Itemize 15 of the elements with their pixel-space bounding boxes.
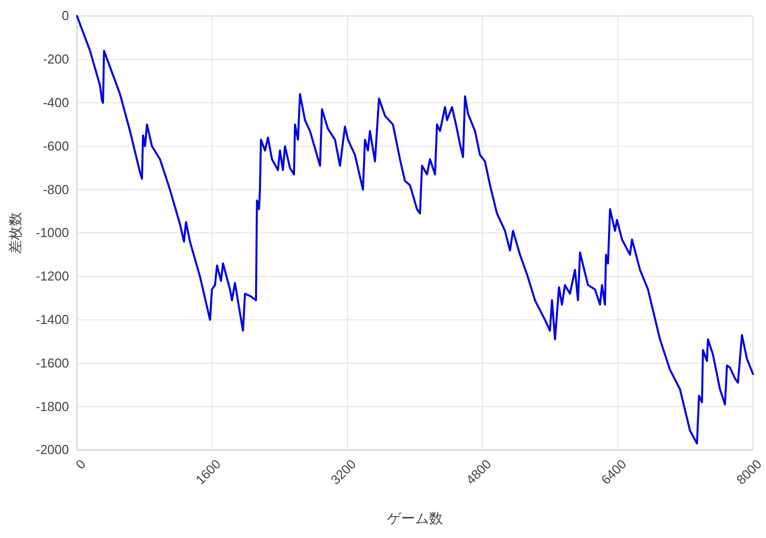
x-axis-title: ゲーム数 bbox=[387, 511, 443, 527]
x-tick-label: 0 bbox=[72, 456, 88, 472]
y-tick-label: -400 bbox=[42, 94, 69, 110]
line-series bbox=[76, 15, 754, 444]
y-tick-label: -2000 bbox=[36, 442, 69, 458]
y-tick-label: -600 bbox=[42, 138, 69, 154]
y-tick-label: -1000 bbox=[36, 225, 69, 240]
y-axis-title: 差枚数 bbox=[8, 212, 24, 254]
y-tick-label: -1800 bbox=[36, 398, 69, 414]
y-tick-label: 0 bbox=[62, 8, 69, 24]
y-tick-label: -200 bbox=[42, 52, 69, 67]
y-tick-label: -1400 bbox=[36, 312, 69, 327]
y-tick-label: -1200 bbox=[36, 268, 69, 284]
y-tick-label: -1600 bbox=[36, 355, 69, 370]
y-tick-label: -800 bbox=[42, 182, 69, 197]
